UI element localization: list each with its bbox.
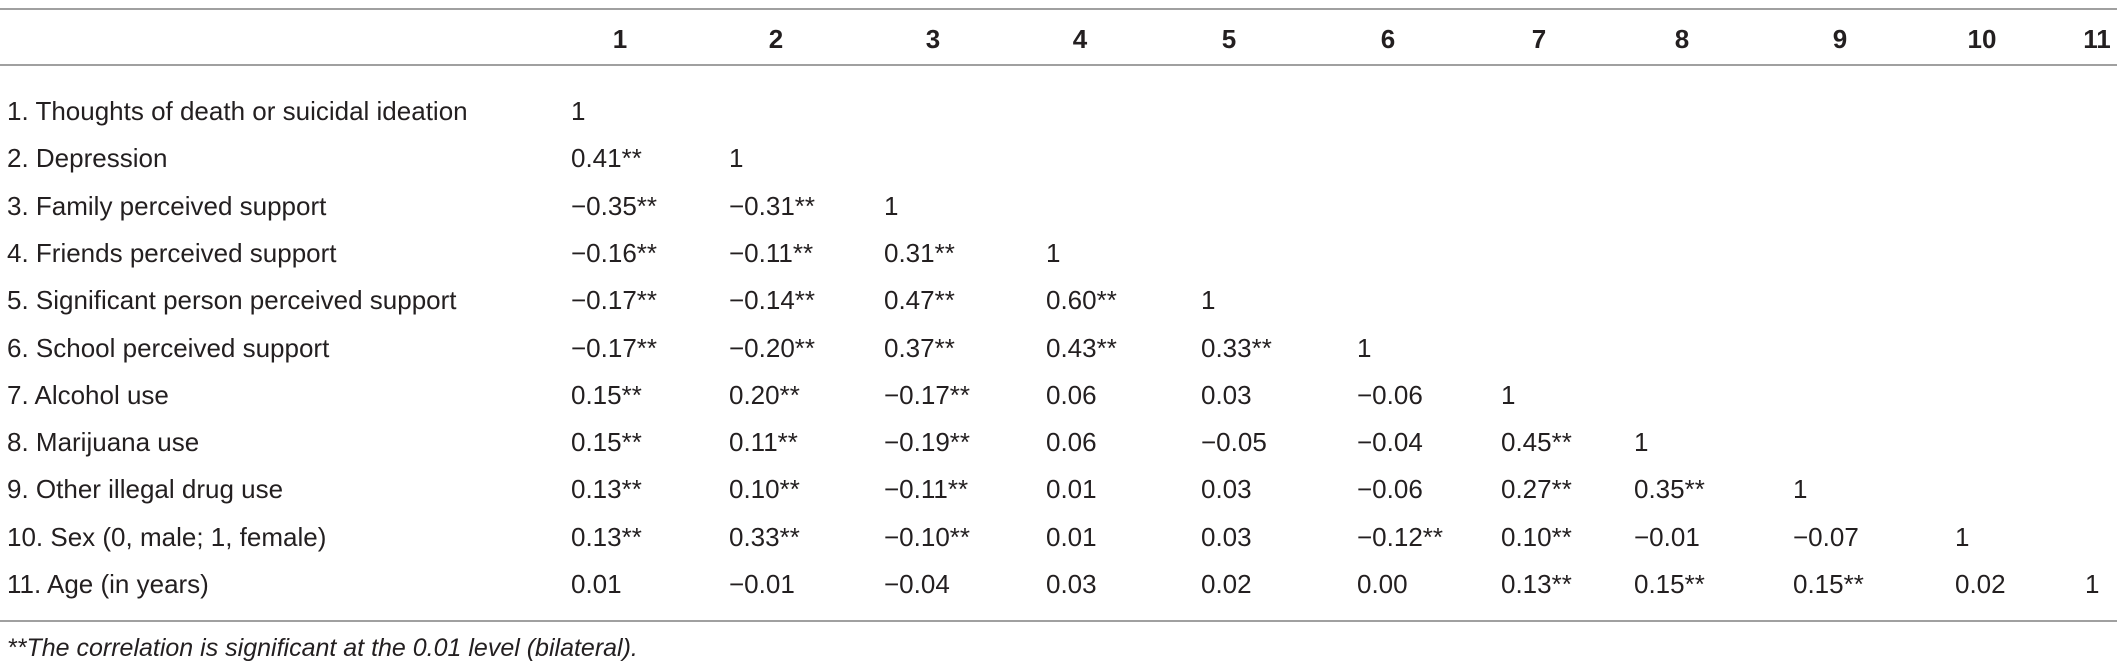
cell: 0.01 bbox=[571, 569, 622, 599]
column-header: 2 bbox=[768, 24, 784, 54]
cell: −0.06 bbox=[1357, 379, 1423, 410]
cell: 1 bbox=[1357, 332, 1372, 363]
column-header: 6 bbox=[1380, 24, 1396, 54]
cell: −0.01 bbox=[1634, 521, 1700, 552]
cell: 0.13** bbox=[571, 521, 642, 552]
cell: 0.15** bbox=[1793, 569, 1864, 599]
cell: −0.10** bbox=[884, 521, 971, 552]
cell: 0.31** bbox=[884, 237, 955, 268]
cell: −0.20** bbox=[729, 332, 816, 363]
cell: −0.05 bbox=[1201, 427, 1267, 458]
cell: 1 bbox=[2085, 569, 2100, 599]
cell: 1 bbox=[1201, 285, 1216, 316]
cell: 0.13** bbox=[1501, 569, 1572, 599]
column-header: 1 bbox=[612, 24, 628, 54]
column-header: 9 bbox=[1832, 24, 1848, 54]
column-header: 11 bbox=[2083, 24, 2111, 54]
cell: 0.13** bbox=[571, 474, 642, 505]
cell: 0.15** bbox=[571, 379, 642, 410]
cell: 0.35** bbox=[1634, 474, 1705, 505]
cell: −0.16** bbox=[571, 237, 658, 268]
row-label: 8. Marijuana use bbox=[7, 427, 200, 458]
row-label: 11. Age (in years) bbox=[7, 569, 209, 599]
cell: 0.01 bbox=[1046, 521, 1097, 552]
cell: 0.00 bbox=[1357, 569, 1408, 599]
cell: 1 bbox=[571, 96, 586, 126]
cell: 0.15** bbox=[1634, 569, 1705, 599]
cell: 0.03 bbox=[1201, 521, 1252, 552]
footnote: **The correlation is significant at the … bbox=[7, 634, 638, 662]
cell: 0.37** bbox=[884, 332, 955, 363]
cell: −0.04 bbox=[1357, 427, 1423, 458]
cell: 0.03 bbox=[1201, 379, 1252, 410]
cell: −0.19** bbox=[884, 427, 971, 458]
cell: 0.01 bbox=[1046, 474, 1097, 505]
cell: −0.04 bbox=[884, 569, 950, 599]
cell: −0.07 bbox=[1793, 521, 1859, 552]
column-header: 10 bbox=[1967, 24, 1997, 54]
cell: 0.47** bbox=[884, 285, 955, 316]
cell: −0.35** bbox=[571, 190, 658, 221]
row-label: 9. Other illegal drug use bbox=[7, 474, 284, 505]
cell: 0.03 bbox=[1201, 474, 1252, 505]
row-label: 4. Friends perceived support bbox=[7, 237, 337, 268]
cell: 0.33** bbox=[729, 521, 800, 552]
cell: 0.20** bbox=[729, 379, 800, 410]
bottom-rule bbox=[0, 620, 2117, 622]
column-header: 5 bbox=[1221, 24, 1237, 54]
cell: 0.10** bbox=[1501, 521, 1572, 552]
cell: 0.06 bbox=[1046, 379, 1097, 410]
row-label: 1. Thoughts of death or suicidal ideatio… bbox=[7, 96, 468, 126]
cell: 1 bbox=[1955, 521, 1970, 552]
row-label: 10. Sex (0, male; 1, female) bbox=[7, 521, 327, 552]
top-rule bbox=[0, 8, 2117, 10]
row-label: 3. Family perceived support bbox=[7, 190, 327, 221]
cell: −0.01 bbox=[729, 569, 795, 599]
cell: 0.27** bbox=[1501, 474, 1572, 505]
cell: 0.15** bbox=[571, 427, 642, 458]
cell: 1 bbox=[729, 143, 744, 174]
column-header: 7 bbox=[1531, 24, 1547, 54]
row-label: 6. School perceived support bbox=[7, 332, 330, 363]
cell: 0.02 bbox=[1201, 569, 1252, 599]
cell: 0.11** bbox=[729, 427, 798, 458]
cell: −0.17** bbox=[571, 332, 658, 363]
cell: 1 bbox=[1501, 379, 1516, 410]
cell: −0.11** bbox=[884, 474, 969, 505]
cell: 0.02 bbox=[1955, 569, 2006, 599]
cell: 0.06 bbox=[1046, 427, 1097, 458]
cell: 0.33** bbox=[1201, 332, 1272, 363]
cell: −0.11** bbox=[729, 237, 814, 268]
column-header: 8 bbox=[1674, 24, 1690, 54]
cell: 1 bbox=[1046, 237, 1061, 268]
cell: 1 bbox=[884, 190, 899, 221]
cell: 0.10** bbox=[729, 474, 800, 505]
cell: −0.14** bbox=[729, 285, 816, 316]
row-label: 2. Depression bbox=[7, 143, 168, 174]
cell: −0.06 bbox=[1357, 474, 1423, 505]
column-header: 3 bbox=[925, 24, 941, 54]
cell: 0.43** bbox=[1046, 332, 1117, 363]
cell: 0.60** bbox=[1046, 285, 1117, 316]
header-rule bbox=[0, 64, 2117, 66]
cell: −0.31** bbox=[729, 190, 816, 221]
cell: 1 bbox=[1634, 427, 1649, 458]
cell: 1 bbox=[1793, 474, 1808, 505]
column-header: 4 bbox=[1072, 24, 1088, 54]
cell: −0.17** bbox=[571, 285, 658, 316]
row-label: 5. Significant person perceived support bbox=[7, 285, 457, 316]
cell: −0.17** bbox=[884, 379, 971, 410]
cell: 0.03 bbox=[1046, 569, 1097, 599]
row-label: 7. Alcohol use bbox=[7, 379, 169, 410]
cell: 0.41** bbox=[571, 143, 642, 174]
cell: −0.12** bbox=[1357, 521, 1444, 552]
cell: 0.45** bbox=[1501, 427, 1572, 458]
